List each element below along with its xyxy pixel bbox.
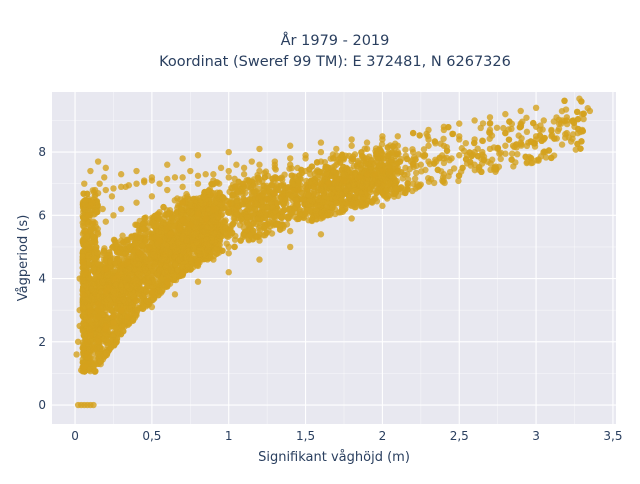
scatter-point (325, 165, 331, 171)
scatter-point (309, 198, 315, 204)
scatter-point (404, 156, 410, 162)
scatter-point (263, 230, 269, 236)
scatter-point (354, 163, 360, 169)
scatter-point (441, 177, 447, 183)
scatter-point (107, 302, 113, 308)
scatter-point (213, 246, 219, 252)
scatter-point (388, 156, 394, 162)
scatter-point (80, 190, 86, 196)
scatter-point (449, 131, 455, 137)
scatter-point (358, 149, 364, 155)
scatter-point (451, 165, 457, 171)
scatter-point (555, 128, 561, 134)
scatter-point (178, 210, 184, 216)
scatter-point (280, 201, 286, 207)
scatter-point (422, 152, 428, 158)
scatter-point (575, 116, 581, 122)
scatter-point (180, 244, 186, 250)
scatter-point (404, 180, 410, 186)
scatter-point (404, 171, 410, 177)
chart-title-line-2: Koordinat (Sweref 99 TM): E 372481, N 62… (159, 54, 511, 70)
scatter-point (262, 174, 268, 180)
scatter-point (141, 215, 147, 221)
scatter-point (341, 171, 347, 177)
scatter-point (140, 226, 146, 232)
scatter-point (523, 115, 529, 121)
scatter-point (81, 333, 87, 339)
scatter-point (498, 156, 504, 162)
scatter-point (95, 250, 101, 256)
scatter-point (271, 214, 277, 220)
scatter-point (145, 298, 151, 304)
scatter-point (456, 172, 462, 178)
scatter-point (510, 163, 516, 169)
scatter-point (274, 200, 280, 206)
scatter-point (225, 209, 231, 215)
scatter-point (478, 169, 484, 175)
scatter-point (231, 244, 237, 250)
scatter-point (140, 306, 146, 312)
scatter-point (232, 218, 238, 224)
scatter-point (478, 125, 484, 131)
scatter-point (459, 165, 465, 171)
scatter-point (349, 187, 355, 193)
scatter-point (435, 167, 441, 173)
scatter-point (93, 244, 99, 250)
scatter-point (289, 172, 295, 178)
scatter-point (90, 268, 96, 274)
scatter-point (222, 224, 228, 230)
scatter-point (80, 253, 86, 259)
scatter-point (330, 168, 336, 174)
scatter-point (279, 176, 285, 182)
scatter-point (200, 201, 206, 207)
scatter-point (151, 261, 157, 267)
scatter-point (133, 311, 139, 317)
scatter-point (168, 266, 174, 272)
scatter-point (463, 140, 469, 146)
scatter-point (309, 217, 315, 223)
scatter-point (416, 132, 422, 138)
scatter-point (385, 144, 391, 150)
scatter-point (98, 358, 104, 364)
scatter-point (260, 183, 266, 189)
scatter-point (255, 174, 261, 180)
scatter-point (559, 141, 565, 147)
scatter-point (97, 261, 103, 267)
scatter-point (578, 98, 584, 104)
scatter-point (305, 191, 311, 197)
scatter-point (229, 230, 235, 236)
scatter-point (315, 169, 321, 175)
scatter-point (561, 98, 567, 104)
scatter-point (534, 157, 540, 163)
scatter-point (402, 147, 408, 153)
scatter-point (92, 368, 98, 374)
scatter-point (563, 106, 569, 112)
scatter-point (373, 190, 379, 196)
scatter-point (340, 164, 346, 170)
scatter-point (489, 157, 495, 163)
chart-title-line-1: År 1979 - 2019 (281, 32, 390, 49)
scatter-point (389, 149, 395, 155)
scatter-point (494, 125, 500, 131)
scatter-point (238, 237, 244, 243)
scatter-point (218, 202, 224, 208)
scatter-point (514, 151, 520, 157)
scatter-point (112, 239, 118, 245)
scatter-point (248, 185, 254, 191)
scatter-point (249, 230, 255, 236)
scatter-point (428, 176, 434, 182)
scatter-point (368, 199, 374, 205)
scatter-point (418, 168, 424, 174)
scatter-point (548, 155, 554, 161)
scatter-point (242, 232, 248, 238)
scatter-point (546, 147, 552, 153)
scatter-point (174, 195, 180, 201)
scatter-point (508, 156, 514, 162)
scatter-point (479, 138, 485, 144)
scatter-point (524, 129, 530, 135)
scatter-point (264, 221, 270, 227)
